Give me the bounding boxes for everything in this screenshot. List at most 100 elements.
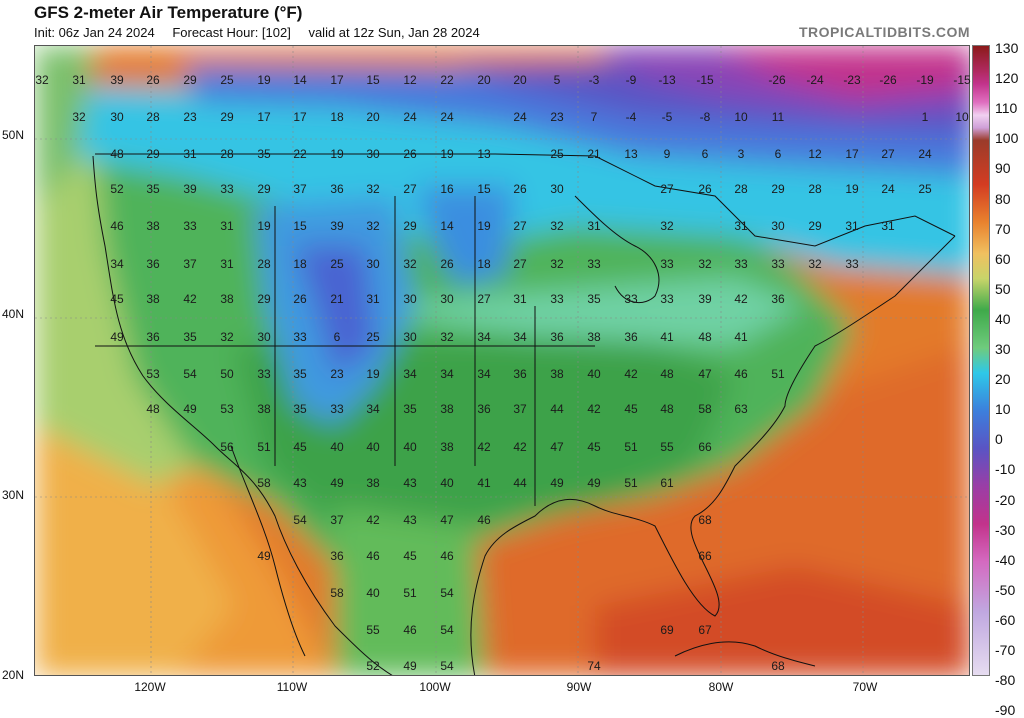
temperature-value: 46 <box>440 549 454 563</box>
temperature-field <box>35 46 969 675</box>
temperature-value: 69 <box>660 623 674 637</box>
temperature-value: 23 <box>550 110 564 124</box>
temperature-value: 26 <box>440 257 454 271</box>
temperature-value: 33 <box>257 367 271 381</box>
lat-label-40n: 40N <box>2 307 25 321</box>
temperature-value: 40 <box>403 440 417 454</box>
temperature-value: 31 <box>845 219 859 233</box>
temperature-value: 49 <box>403 659 417 673</box>
temperature-value: -15 <box>953 73 971 87</box>
temperature-value: 26 <box>403 147 417 161</box>
temperature-value: 24 <box>918 147 932 161</box>
temperature-value: 54 <box>183 367 197 381</box>
temperature-value: 51 <box>257 440 271 454</box>
temperature-value: 41 <box>734 330 748 344</box>
temperature-value: -23 <box>843 73 861 87</box>
lat-label-30n: 30N <box>2 488 25 502</box>
temperature-value: 41 <box>477 476 491 490</box>
temperature-value: 58 <box>330 586 344 600</box>
lon-label-100w: 100W <box>419 680 451 694</box>
temperature-value: 58 <box>698 402 712 416</box>
temperature-value: 30 <box>771 219 785 233</box>
temperature-value: 46 <box>403 623 417 637</box>
temperature-value: -19 <box>916 73 934 87</box>
temperature-value: -13 <box>658 73 676 87</box>
temperature-value: 42 <box>366 513 380 527</box>
temperature-value: -26 <box>879 73 897 87</box>
temperature-value: 43 <box>403 513 417 527</box>
temperature-value: 38 <box>440 440 454 454</box>
lat-label-20n: 20N <box>2 668 25 682</box>
temperature-value: 68 <box>771 659 785 673</box>
temperature-value: 45 <box>403 549 417 563</box>
temperature-value: 15 <box>366 73 380 87</box>
temperature-value: 42 <box>587 402 601 416</box>
temperature-value: 34 <box>110 257 124 271</box>
temperature-value: 30 <box>403 292 417 306</box>
temperature-value: 35 <box>257 147 271 161</box>
temperature-value: 34 <box>403 367 417 381</box>
temperature-value: 26 <box>146 73 160 87</box>
temperature-value: 37 <box>293 182 307 196</box>
temperature-value: 38 <box>220 292 234 306</box>
temperature-value: 15 <box>293 219 307 233</box>
temperature-value: -4 <box>625 110 637 124</box>
temperature-value: 29 <box>771 182 785 196</box>
temperature-value: 28 <box>734 182 748 196</box>
forecast-info: Init: 06z Jan 24 2024 Forecast Hour: [10… <box>34 25 494 40</box>
temperature-value: 36 <box>771 292 785 306</box>
temperature-value: 51 <box>403 586 417 600</box>
temperature-value: 51 <box>624 476 638 490</box>
temperature-value: 22 <box>440 73 454 87</box>
temperature-value: 25 <box>220 73 234 87</box>
temperature-value: 31 <box>366 292 380 306</box>
temperature-value: 25 <box>550 147 564 161</box>
temperature-value: 32 <box>366 219 380 233</box>
temperature-value: 19 <box>366 367 380 381</box>
temperature-value: 33 <box>550 292 564 306</box>
valid-time: valid at 12z Sun, Jan 28 2024 <box>308 25 480 40</box>
colorbar-tick-label: -80 <box>995 672 1016 689</box>
temperature-value: 13 <box>624 147 638 161</box>
temperature-value: 42 <box>477 440 491 454</box>
temperature-value: 40 <box>587 367 601 381</box>
colorbar-tick-label: 10 <box>995 401 1011 418</box>
temperature-value: 33 <box>293 330 307 344</box>
temperature-value: 30 <box>550 182 564 196</box>
temperature-value: 45 <box>587 440 601 454</box>
temperature-value: 19 <box>330 147 344 161</box>
temperature-value: 43 <box>403 476 417 490</box>
temperature-value: 30 <box>110 110 124 124</box>
temperature-value: 52 <box>366 659 380 673</box>
temperature-value: 32 <box>366 182 380 196</box>
temperature-value: 49 <box>110 330 124 344</box>
temperature-value: 17 <box>330 73 344 87</box>
temperature-value: 28 <box>808 182 822 196</box>
temperature-value: 10 <box>734 110 748 124</box>
temperature-value: 61 <box>660 476 674 490</box>
temperature-value: 30 <box>440 292 454 306</box>
temperature-value: 32 <box>440 330 454 344</box>
temperature-value: 46 <box>734 367 748 381</box>
temperature-value: -3 <box>588 73 600 87</box>
colorbar-tick-label: -30 <box>995 521 1016 538</box>
colorbar-tick-label: 60 <box>995 250 1011 267</box>
temperature-value: 46 <box>366 549 380 563</box>
temperature-value: 50 <box>220 367 234 381</box>
lon-label-90w: 90W <box>566 680 592 694</box>
temperature-value: 38 <box>587 330 601 344</box>
temperature-value: 20 <box>513 73 527 87</box>
temperature-value: 44 <box>550 402 564 416</box>
temperature-map <box>34 45 970 676</box>
lon-label-80w: 80W <box>708 680 734 694</box>
temperature-value: 49 <box>550 476 564 490</box>
temperature-value: 13 <box>477 147 491 161</box>
temperature-value: 3 <box>737 147 745 161</box>
temperature-value: 55 <box>366 623 380 637</box>
temperature-value: 35 <box>403 402 417 416</box>
temperature-value: 36 <box>550 330 564 344</box>
lon-label-120w: 120W <box>134 680 166 694</box>
temperature-value: 54 <box>440 659 454 673</box>
temperature-value: 33 <box>734 257 748 271</box>
temperature-value: 31 <box>881 219 895 233</box>
